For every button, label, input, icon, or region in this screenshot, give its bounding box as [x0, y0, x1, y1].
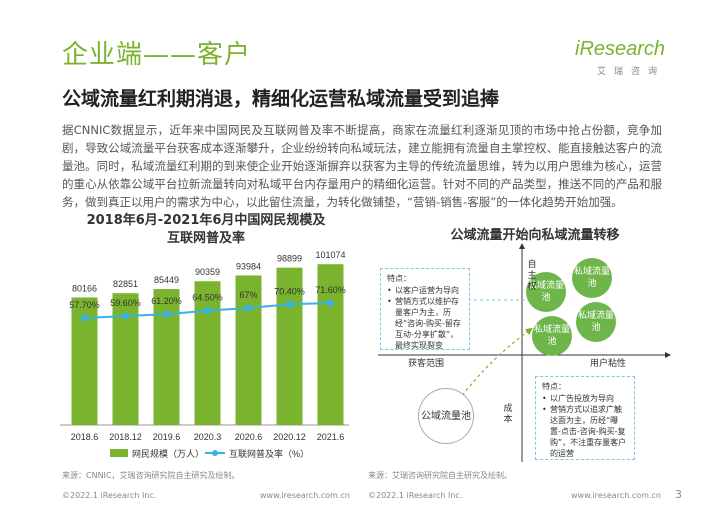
chart-bar: [317, 264, 344, 425]
axis-label-reach: 获客范围: [408, 359, 445, 369]
axis-label-cost: 成本: [503, 404, 513, 425]
footer-url-left: www.iresearch.com.cn: [260, 491, 350, 500]
private-feature-box: 特点： 以客户运营为导向 营销方式以维护存量客户为主，历经“咨询-购买-留存互动…: [380, 268, 470, 350]
footer-url-right: www.iresearch.com.cn: [571, 491, 661, 500]
x-tick-label: 2019.6: [153, 432, 181, 442]
bar-value-label: 90359: [195, 267, 220, 277]
line-point: [245, 304, 252, 312]
public-feature-item: 营销方式以追求广触达面为主，历经“曝置-点击-咨询-购买-复购”，不注重存量客户…: [542, 404, 628, 459]
legend-line-label: 互联网普及率（%）: [229, 448, 309, 459]
private-feature-item: 以客户运营为导向: [387, 285, 463, 296]
private-feature-list: 以客户运营为导向 营销方式以维护存量客户为主，历经“咨询-购买-留存互动-分享扩…: [387, 285, 463, 351]
line-value-label: 57.70%: [69, 300, 100, 310]
bar-value-label: 85449: [154, 275, 179, 285]
bar-value-label: 80166: [72, 283, 97, 293]
bar-value-label: 93984: [236, 261, 261, 271]
x-tick-label: 2021.6: [317, 432, 345, 442]
private-pool-circle: 私域流量池: [576, 302, 616, 342]
x-tick-label: 2020.12: [273, 432, 306, 442]
axis-label-autonomy: 自主权: [527, 260, 537, 292]
line-value-label: 70.40%: [274, 286, 305, 296]
line-point: [122, 312, 129, 320]
right-source-note: 来源：艾瑞咨询研究院自主研究及绘制。: [368, 471, 512, 480]
left-source-note: 来源：CNNIC，艾瑞咨询研究院自主研究及绘制。: [62, 471, 240, 480]
line-value-label: 67%: [239, 290, 257, 300]
footer-copyright-left: ©2022.1 iResearch Inc.: [62, 491, 157, 500]
bar-value-label: 98899: [277, 254, 302, 264]
page-title: 企业端——客户: [62, 40, 252, 70]
line-point: [204, 307, 211, 315]
line-point: [327, 299, 334, 307]
logo-wordmark: iResearch: [575, 38, 666, 60]
public-feature-box: 特点： 以广告投放为导向 营销方式以追求广触达面为主，历经“曝置-点击-咨询-购…: [535, 376, 635, 460]
chart-bar: [276, 267, 303, 425]
private-pool-circle: 私域流量池: [526, 272, 566, 312]
private-pool-circle: 私域流量池: [532, 316, 572, 356]
line-point: [286, 300, 293, 308]
line-value-label: 61.20%: [151, 296, 182, 306]
private-pool-circle: 私域流量池: [572, 258, 612, 298]
private-feature-item: 营销方式以维护存量客户为主，历经“咨询-购买-留存互动-分享扩散”，最终实现裂变: [387, 296, 463, 351]
iresearch-logo: iResearch 艾瑞咨询: [575, 38, 665, 80]
chart-bar: [235, 275, 262, 425]
diagram-title: 公域流量开始向私域流量转移: [450, 228, 620, 243]
x-tick-label: 2018.6: [71, 432, 99, 442]
legend-bar-label: 网民规模（万人）: [132, 449, 204, 459]
chart-title: 2018年6月-2021年6月中国网民规模及 互联网普及率: [62, 212, 350, 248]
line-value-label: 71.60%: [315, 285, 346, 295]
page-subtitle: 公域流量红利期消退，精细化运营私域流量受到追捧: [62, 88, 500, 110]
intro-paragraph: 据CNNIC数据显示，近年来中国网民及互联网普及率不断提高，商家在流量红利逐渐见…: [62, 123, 662, 209]
public-feature-item: 以广告投放为导向: [542, 393, 628, 404]
public-feature-head: 特点：: [542, 382, 566, 391]
line-point: [163, 310, 170, 318]
transfer-arrow: [454, 327, 533, 406]
axis-label-stickiness: 用户粘性: [590, 359, 627, 369]
public-feature-list: 以广告投放为导向 营销方式以追求广触达面为主，历经“曝置-点击-咨询-购买-复购…: [542, 393, 628, 459]
chart-title-line1: 2018年6月-2021年6月中国网民规模及: [86, 213, 326, 228]
x-tick-label: 2020.3: [194, 432, 222, 442]
private-feature-head: 特点：: [387, 274, 411, 283]
line-point: [81, 314, 88, 322]
chart-title-line2: 互联网普及率: [166, 231, 245, 246]
page-number: 3: [675, 488, 682, 501]
footer-copyright-right: ©2022.1 iResearch Inc.: [368, 491, 463, 500]
line-value-label: 64.50%: [192, 293, 223, 303]
chart-bar: [194, 281, 221, 425]
logo-subtext: 艾瑞咨询: [597, 67, 666, 77]
x-tick-label: 2018.12: [109, 432, 142, 442]
public-pool-circle: 公域流量池: [418, 388, 474, 444]
bar-value-label: 82851: [113, 279, 138, 289]
line-value-label: 59.60%: [110, 298, 141, 308]
legend-line-dot: [212, 450, 218, 456]
x-tick-label: 2020.6: [235, 432, 263, 442]
legend-bar-swatch: [110, 449, 128, 457]
bar-value-label: 101074: [315, 250, 345, 260]
